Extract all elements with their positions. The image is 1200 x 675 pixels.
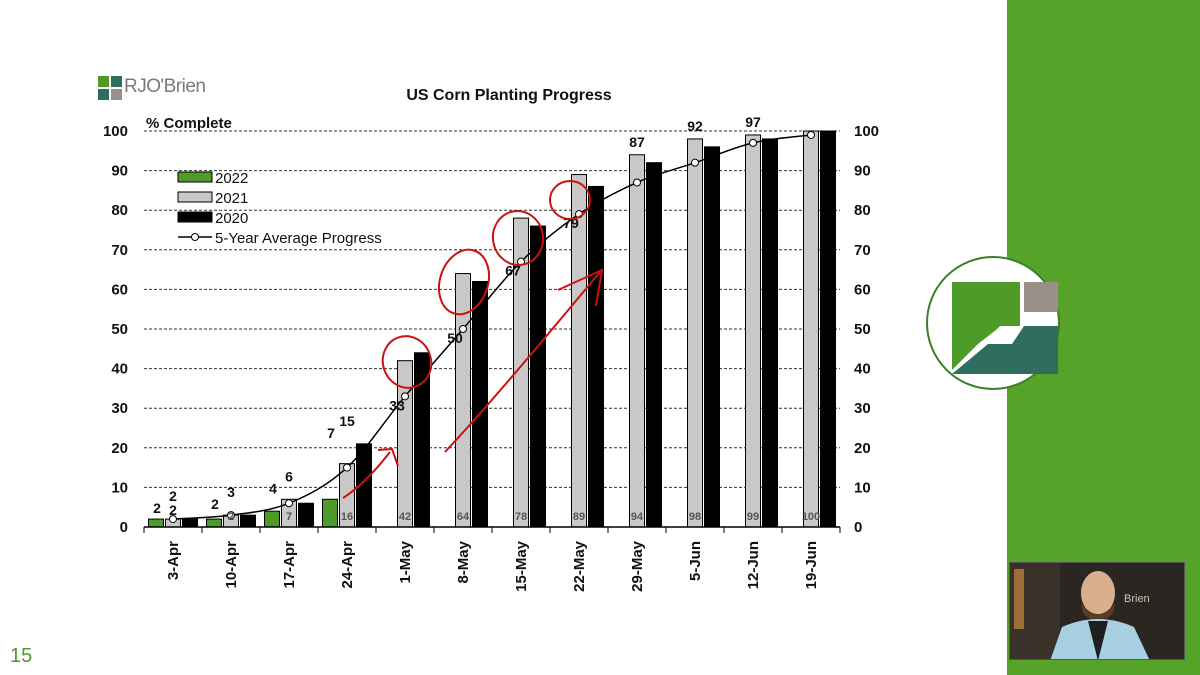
data-label-average: 87	[629, 134, 645, 150]
presenter-figure-icon	[1010, 563, 1185, 660]
x-tick-label: 22-May	[571, 540, 588, 592]
bar-inner-label: 94	[631, 511, 644, 523]
data-label-2022: 4	[269, 480, 277, 496]
x-tick-label: 5-Jun	[687, 541, 704, 581]
bar-2020-22-May	[589, 186, 604, 527]
y-tick-right: 70	[854, 242, 871, 259]
y-axis-label: % Complete	[146, 115, 232, 132]
avg-point-19-Jun	[808, 131, 815, 138]
bar-2021-5-Jun	[688, 139, 703, 527]
corn-planting-chart: US Corn Planting Progress % Complete 222…	[0, 0, 1000, 640]
y-tick-left: 60	[111, 281, 128, 298]
legend-marker	[192, 234, 199, 241]
y-tick-right: 100	[854, 123, 879, 140]
bar-inner-label: 7	[286, 511, 292, 523]
bar-2022-24-Apr	[323, 499, 338, 527]
y-tick-left: 30	[111, 400, 128, 417]
y-tick-right: 50	[854, 321, 871, 338]
y-tick-left: 80	[111, 202, 128, 219]
bar-inner-label: 98	[689, 511, 701, 523]
data-label-2021: 15	[339, 413, 355, 429]
x-tick-label: 8-May	[455, 540, 472, 583]
bar-2020-19-Jun	[821, 131, 836, 527]
bar-inner-label: 16	[341, 511, 353, 523]
data-label-2022: 2	[153, 500, 161, 516]
slide-number: 15	[10, 645, 32, 668]
presenter-webcam: Brien	[1009, 562, 1185, 660]
bar-inner-label: 99	[747, 511, 759, 523]
x-tick-label: 24-Apr	[339, 541, 356, 589]
y-tick-left: 20	[111, 440, 128, 457]
legend-label-5-Year Average Progress: 5-Year Average Progress	[215, 230, 382, 247]
y-tick-left: 100	[103, 123, 128, 140]
y-tick-right: 20	[854, 440, 871, 457]
bar-2022-3-Apr	[149, 519, 164, 527]
bar-2020-3-Apr	[183, 519, 198, 527]
legend-swatch-2020	[178, 212, 212, 222]
bar-2021-12-Jun	[746, 135, 761, 527]
x-tick-label: 12-Jun	[745, 541, 762, 589]
bar-inner-label: 78	[515, 511, 527, 523]
avg-point-24-Apr	[344, 464, 351, 471]
bar-2020-17-Apr	[299, 503, 314, 527]
avg-point-29-May	[634, 179, 641, 186]
webcam-backdrop-text: Brien	[1124, 593, 1150, 605]
y-tick-right: 80	[854, 202, 871, 219]
data-label-average: 50	[447, 330, 463, 346]
x-tick-label: 15-May	[513, 540, 530, 592]
data-label-2021: 6	[285, 468, 293, 484]
bar-2022-17-Apr	[265, 511, 280, 527]
y-tick-left: 90	[111, 163, 128, 180]
y-tick-left: 0	[120, 519, 128, 536]
bar-inner-label: 42	[399, 511, 411, 523]
bar-2020-5-Jun	[705, 147, 720, 527]
y-tick-left: 70	[111, 242, 128, 259]
legend-label-2020: 2020	[215, 210, 248, 227]
bar-2020-10-Apr	[241, 515, 256, 527]
data-label-average: 97	[745, 114, 761, 130]
bar-2022-10-Apr	[207, 519, 222, 527]
x-tick-label: 29-May	[629, 540, 646, 592]
data-label-2022: 7	[327, 425, 335, 441]
gridlines	[144, 131, 840, 487]
bar-2021-29-May	[630, 155, 645, 527]
bar-inner-label: 64	[457, 511, 470, 523]
data-label-secondary: 2	[169, 502, 177, 518]
data-label-average: 92	[687, 118, 703, 134]
x-tick-label: 3-Apr	[165, 541, 182, 580]
y-tick-left: 40	[111, 361, 128, 378]
y-tick-right: 10	[854, 479, 871, 496]
legend: 2022 2021 2020 5-Year Average Progress	[178, 170, 382, 247]
legend-swatch-2022	[178, 172, 212, 182]
data-label-2021: 3	[227, 484, 235, 500]
x-tick-label: 1-May	[397, 540, 414, 583]
avg-point-5-Jun	[692, 159, 699, 166]
avg-point-12-Jun	[750, 139, 757, 146]
y-tick-right: 30	[854, 400, 871, 417]
legend-swatch-2021	[178, 192, 212, 202]
bar-inner-label: 100	[802, 511, 820, 523]
legend-label-2022: 2022	[215, 170, 248, 187]
x-tick-label: 10-Apr	[223, 541, 240, 589]
y-tick-left: 10	[111, 479, 128, 496]
x-tick-label: 19-Jun	[803, 541, 820, 589]
y-tick-right: 40	[854, 361, 871, 378]
data-label-average: 33	[389, 397, 405, 413]
y-tick-left: 50	[111, 321, 128, 338]
bar-2020-12-Jun	[763, 139, 778, 527]
bar-inner-label: 89	[573, 511, 585, 523]
x-tick-label: 17-Apr	[281, 541, 298, 589]
bar-2020-15-May	[531, 226, 546, 527]
bar-2021-19-Jun	[804, 131, 819, 527]
y-tick-right: 0	[854, 519, 862, 536]
bar-2020-8-May	[473, 281, 488, 527]
y-tick-right: 60	[854, 281, 871, 298]
y-tick-right: 90	[854, 163, 871, 180]
legend-label-2021: 2021	[215, 190, 248, 207]
data-label-2022: 2	[211, 496, 219, 512]
avg-point-17-Apr	[286, 500, 293, 507]
bar-2020-29-May	[647, 163, 662, 527]
chart-title: US Corn Planting Progress	[406, 87, 611, 104]
bar-inner-label: 2	[228, 511, 234, 523]
